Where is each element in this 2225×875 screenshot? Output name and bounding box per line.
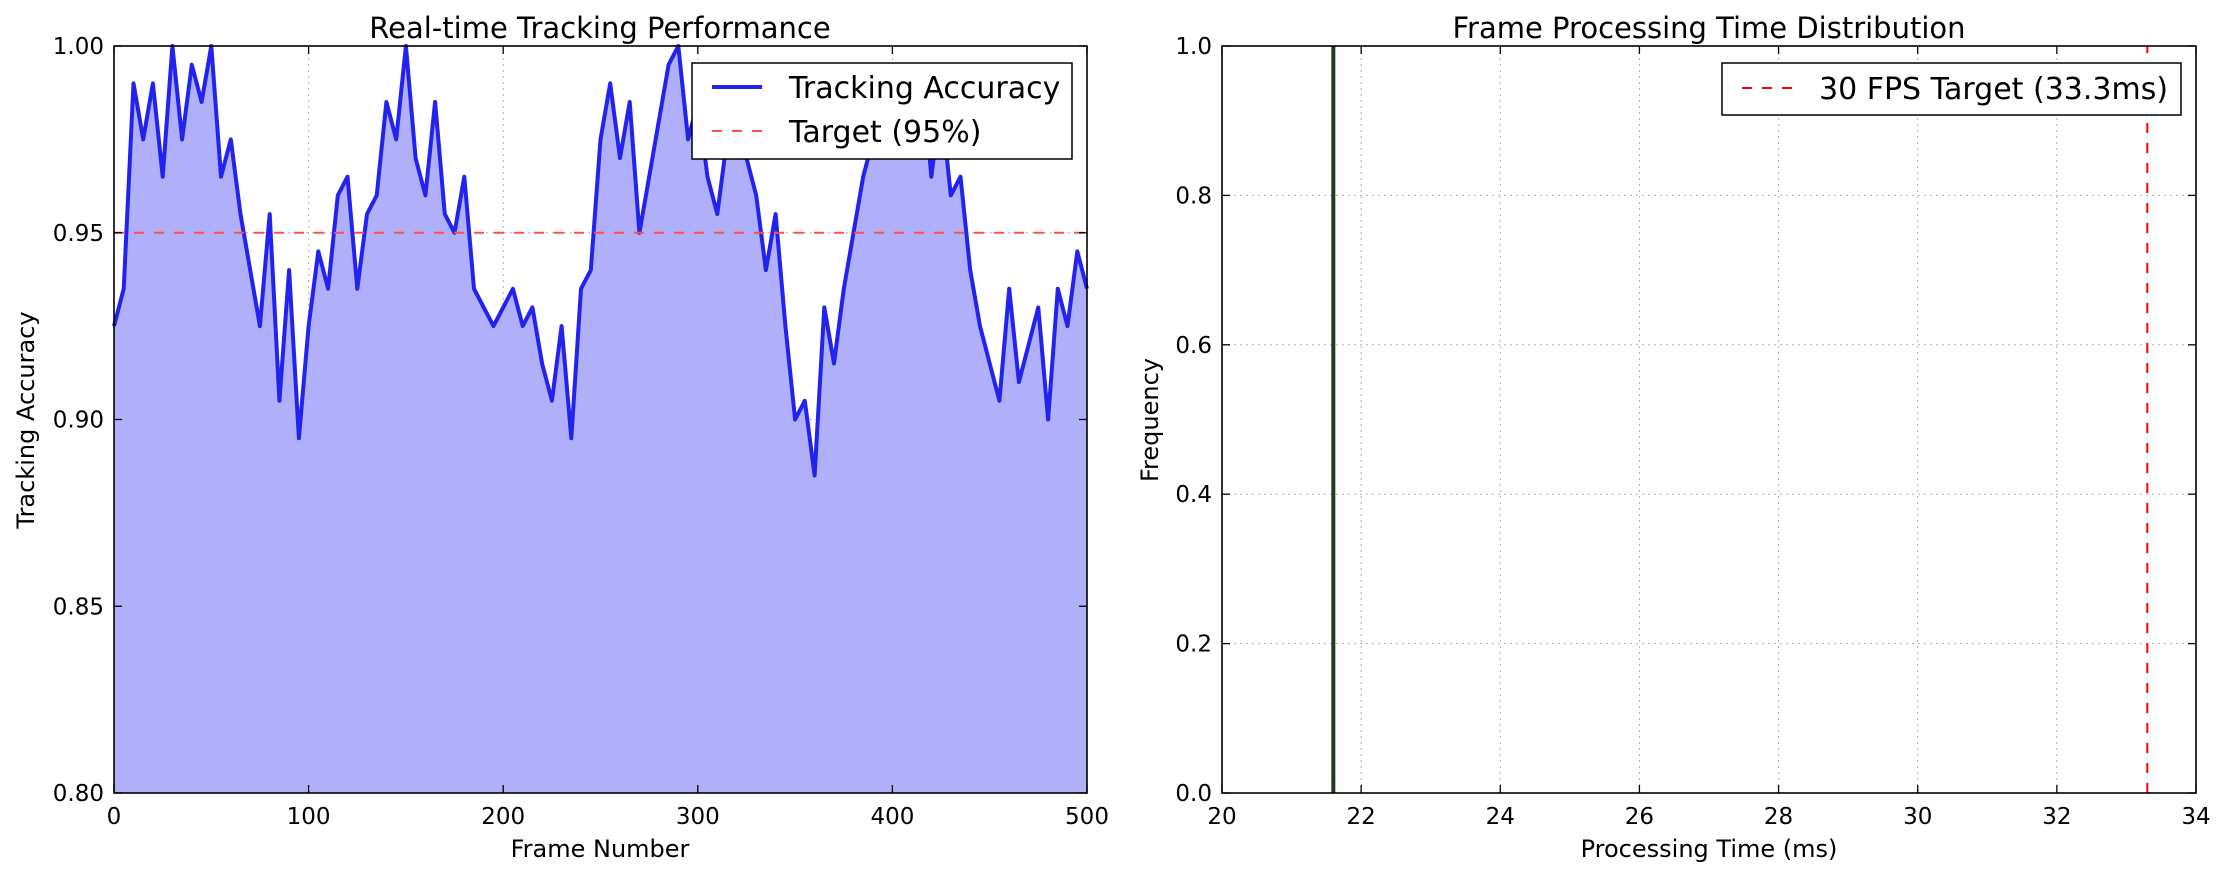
x-tick-label: 20 — [1207, 804, 1236, 830]
x-tick-label: 200 — [481, 804, 525, 830]
y-axis-label: Tracking Accuracy — [12, 311, 40, 529]
legend: Tracking Accuracy Target (95%) — [691, 62, 1073, 160]
x-tick-label: 300 — [676, 804, 720, 830]
y-tick-label: 0.0 — [1175, 781, 1212, 807]
axis-ticks: 0 100 200 300 400 500 0.80 0.85 0.90 0.95 1.00 — [53, 34, 1109, 830]
grid — [1221, 45, 2197, 794]
y-tick-label: 0.80 — [53, 781, 104, 807]
processing-time-chart: Frame Processing Time Distribution 20 22 2… — [1136, 11, 2211, 863]
x-axis-label: Frame Number — [511, 835, 690, 863]
histogram-bar — [1331, 46, 1336, 793]
y-axis-label: Frequency — [1136, 358, 1164, 482]
y-tick-label: 0.2 — [1175, 632, 1212, 658]
x-tick-label: 400 — [870, 804, 914, 830]
legend-label-fps-target: 30 FPS Target (33.3ms) — [1819, 72, 2168, 107]
y-tick-label: 0.6 — [1175, 333, 1212, 359]
legend: 30 FPS Target (33.3ms) — [1721, 62, 2182, 116]
x-tick-label: 30 — [1903, 804, 1932, 830]
accuracy-area-fill — [114, 46, 1087, 793]
x-tick-label: 34 — [2181, 804, 2210, 830]
x-tick-label: 24 — [1486, 804, 1515, 830]
legend-label-accuracy: Tracking Accuracy — [788, 71, 1060, 106]
chart-title: Real-time Tracking Performance — [369, 11, 830, 45]
y-tick-label: 1.00 — [53, 34, 104, 60]
legend-box — [1721, 62, 2182, 116]
y-tick-label: 0.8 — [1175, 183, 1212, 209]
axis-ticks: 20 22 24 26 28 30 32 34 0.0 0.2 0.4 0.6 0.8 1.0 — [1175, 34, 2210, 830]
x-tick-label: 0 — [107, 804, 122, 830]
y-tick-label: 0.85 — [53, 594, 104, 620]
x-tick-label: 28 — [1764, 804, 1793, 830]
tracking-performance-chart: Real-time Tracking Performance 0 100 200 30… — [12, 11, 1109, 863]
y-tick-label: 0.95 — [53, 221, 104, 247]
x-tick-label: 22 — [1347, 804, 1376, 830]
x-tick-label: 26 — [1625, 804, 1654, 830]
x-tick-label: 500 — [1065, 804, 1109, 830]
chart-title: Frame Processing Time Distribution — [1452, 11, 1965, 45]
y-tick-label: 0.90 — [53, 408, 104, 434]
y-tick-label: 1.0 — [1175, 34, 1212, 60]
x-axis-label: Processing Time (ms) — [1581, 835, 1838, 863]
legend-label-target: Target (95%) — [788, 115, 981, 150]
x-tick-label: 32 — [2042, 804, 2071, 830]
x-tick-label: 100 — [287, 804, 331, 830]
legend-box — [691, 62, 1073, 160]
plot-frame — [1221, 45, 2197, 794]
y-tick-label: 0.4 — [1175, 482, 1212, 508]
